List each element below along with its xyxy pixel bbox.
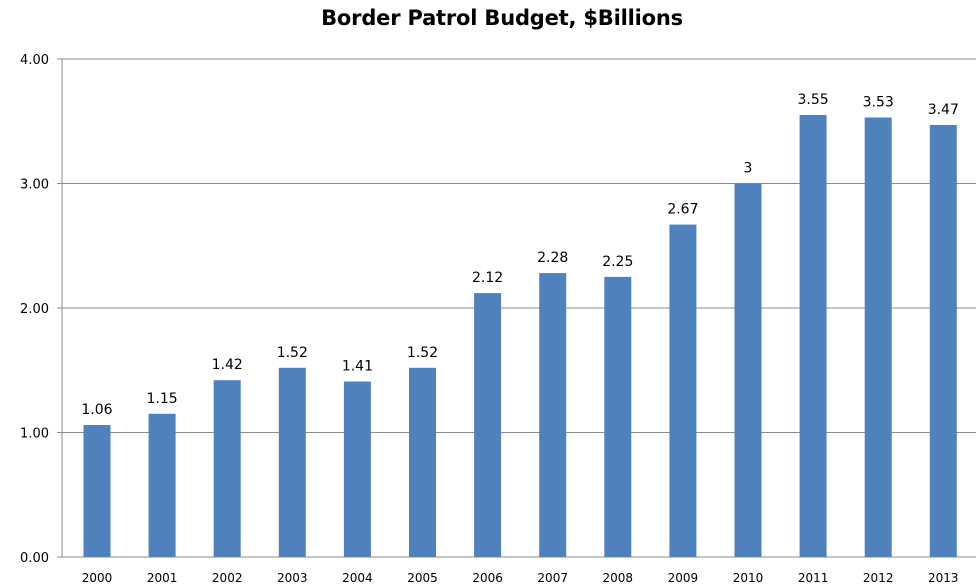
bar: [83, 425, 111, 557]
data-label: 1.52: [407, 345, 438, 361]
bar: [409, 367, 436, 557]
x-tick-label: 2011: [798, 571, 829, 585]
bar: [864, 117, 892, 557]
x-tick-label: 2007: [537, 571, 568, 585]
x-tick-label: 2005: [407, 571, 438, 585]
bar: [929, 125, 957, 557]
data-label: 1.42: [212, 357, 243, 373]
y-tick-label: 2.00: [20, 302, 49, 317]
data-label: 1.15: [147, 391, 178, 407]
x-tick-label: 2013: [928, 571, 959, 585]
x-tick-label: 2000: [82, 571, 113, 585]
bar: [213, 380, 241, 557]
y-tick-label: 4.00: [20, 53, 49, 68]
x-tick-label: 2002: [212, 571, 243, 585]
y-tick-label: 1.00: [20, 427, 49, 442]
data-label: 2.12: [472, 270, 503, 286]
x-tick-label: 2003: [277, 571, 308, 585]
x-tick-label: 2006: [472, 571, 503, 585]
x-tick-label: 2004: [342, 571, 373, 585]
chart-title: Border Patrol Budget, $Billions: [321, 6, 683, 30]
x-tick-label: 2010: [733, 571, 764, 585]
data-label: 2.67: [667, 202, 698, 218]
bar: [799, 115, 827, 557]
bar: [148, 413, 176, 557]
x-tick-label: 2001: [147, 571, 178, 585]
y-tick-label: 3.00: [20, 178, 49, 193]
bar: [278, 367, 306, 557]
data-label: 3.55: [798, 92, 829, 108]
bar: [474, 293, 502, 557]
bar: [539, 273, 567, 557]
data-label: 3.47: [928, 102, 959, 118]
bar: [343, 381, 371, 557]
bar: [734, 183, 762, 557]
data-label: 2.28: [537, 250, 568, 266]
data-label: 3: [744, 161, 753, 177]
bar: [604, 276, 632, 557]
data-label: 1.06: [81, 402, 112, 418]
data-label: 2.25: [602, 254, 633, 270]
y-tick-label: 0.00: [20, 551, 49, 566]
data-label: 3.53: [863, 95, 894, 111]
x-tick-label: 2012: [863, 571, 894, 585]
x-tick-label: 2009: [668, 571, 699, 585]
x-tick-label: 2008: [603, 571, 634, 585]
bar: [669, 224, 697, 557]
data-label: 1.52: [277, 345, 308, 361]
data-label: 1.41: [342, 359, 373, 375]
